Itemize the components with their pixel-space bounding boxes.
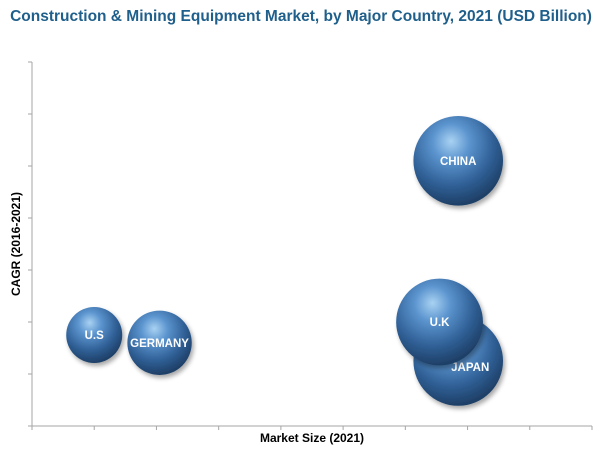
bubble-china: CHINA <box>413 116 504 206</box>
bubble-mark-u-s <box>66 307 123 363</box>
bubble-u-k: U.K <box>396 278 483 366</box>
y-axis-label: CAGR (2016-2021) <box>9 192 23 296</box>
bubble-mark-china <box>413 116 504 206</box>
bubble-u-s: U.S <box>66 307 123 363</box>
bubble-mark-u-k <box>396 278 483 366</box>
bubble-label-germany: GERMANY <box>130 338 189 350</box>
bubble-mark-germany <box>127 310 192 375</box>
bubble-label-u-s: U.S <box>85 330 105 342</box>
x-axis-label: Market Size (2021) <box>260 431 364 445</box>
bubble-label-japan: JAPAN <box>451 362 489 374</box>
bubble-label-u-k: U.K <box>430 317 451 329</box>
bubble-label-china: CHINA <box>440 156 476 168</box>
bubble-germany: GERMANY <box>127 310 192 375</box>
chart-title: Construction & Mining Equipment Market, … <box>10 8 592 25</box>
